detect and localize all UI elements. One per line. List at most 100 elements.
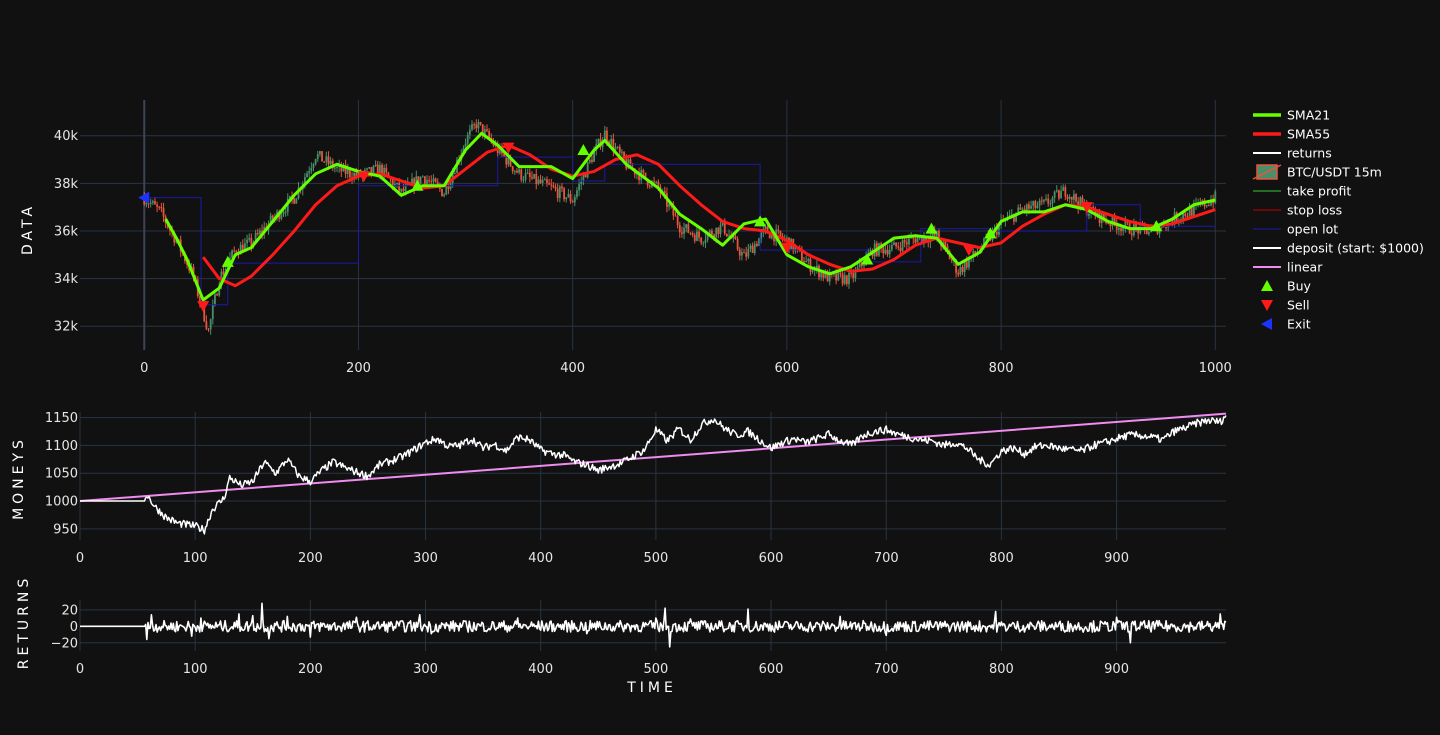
candle-body [749, 245, 752, 249]
candle-body [1053, 191, 1056, 198]
candle-body [537, 179, 540, 184]
sell-marker [502, 142, 515, 154]
candle-body [370, 167, 373, 174]
candle-body [854, 269, 857, 278]
returns-x-tick-label: 0 [76, 662, 84, 677]
candle-body [430, 181, 433, 183]
candle-body [888, 249, 891, 255]
candle-body [216, 294, 218, 296]
candle-body [1165, 227, 1167, 229]
candle-body [325, 156, 328, 162]
candle-body [567, 193, 570, 198]
x-axis-title: TIME [626, 680, 677, 696]
candle-body [676, 216, 679, 226]
candle-body [447, 185, 450, 189]
legend-label: stop loss [1287, 203, 1342, 218]
candle-body [531, 176, 533, 179]
returns-x-tick-label: 900 [1104, 662, 1129, 677]
candle-body [644, 172, 647, 180]
candle-body [511, 166, 514, 172]
candle-body [974, 251, 977, 255]
candle-body [483, 129, 486, 135]
candle-body [672, 205, 675, 216]
candle-body [963, 261, 966, 273]
candle-body [473, 124, 476, 126]
sell-marker [962, 245, 975, 256]
candle-body [269, 215, 272, 224]
candle-body [648, 185, 651, 187]
candle-body [923, 236, 925, 243]
candle-body [280, 214, 283, 219]
candle-body [1036, 205, 1039, 209]
candle-body [998, 224, 1000, 235]
candle-body [357, 171, 360, 177]
candle-body [329, 160, 332, 165]
candle-body [884, 249, 887, 254]
returns-y-tick-label: 0 [70, 620, 78, 635]
price-y-axis-title: DATA [20, 203, 36, 255]
candle-body [543, 179, 546, 181]
candle-body [931, 231, 934, 236]
candle-body [1043, 199, 1045, 202]
returns-x-tick-label: 100 [183, 662, 208, 677]
candle-body [903, 240, 906, 243]
buy-marker [754, 215, 767, 227]
candle-body [239, 244, 242, 255]
candle-body [925, 236, 928, 241]
candle-body [402, 188, 405, 192]
candle-body [261, 230, 263, 234]
candle-body [1184, 213, 1187, 216]
candle-body [1017, 207, 1020, 213]
candle-body [468, 129, 471, 135]
candle-body [588, 159, 591, 163]
candle-body [822, 272, 825, 278]
candle-body [983, 238, 985, 249]
legend-item: returns [1253, 146, 1332, 161]
candle-body [569, 193, 572, 202]
candle-body [563, 188, 566, 200]
candle-body [702, 242, 705, 244]
candle-body [413, 178, 416, 189]
candle-body [1145, 228, 1148, 235]
candle-body [1135, 224, 1137, 228]
legend-label: Exit [1287, 317, 1311, 332]
candle-body [957, 272, 960, 275]
candle-body [1034, 201, 1037, 209]
candle-body [1205, 205, 1208, 207]
legend-label: deposit (start: $1000) [1287, 241, 1424, 256]
candle-body [869, 249, 872, 254]
candle-body [1120, 227, 1122, 231]
candle-body [259, 230, 261, 235]
candle-body [1214, 191, 1217, 204]
candle-body [374, 164, 377, 166]
candle-body [603, 130, 606, 141]
candle-body [839, 272, 842, 274]
candle-body [700, 237, 703, 243]
candle-body [886, 249, 889, 255]
candle-body [944, 241, 947, 247]
candle-body [678, 225, 681, 233]
legend-item: BTC/USDT 15m [1252, 164, 1382, 180]
buy-marker [861, 253, 874, 265]
candle-body [284, 211, 287, 213]
candle-body [520, 169, 523, 180]
candle-body [899, 247, 902, 252]
candle-body [779, 230, 782, 237]
candle-body [1060, 190, 1062, 199]
candle-body [1103, 213, 1105, 220]
sell-marker [780, 242, 793, 254]
deposit-x-tick-label: 200 [298, 551, 323, 566]
deposit-x-tick-label: 400 [528, 551, 553, 566]
price-x-tick-label: 600 [774, 361, 799, 376]
candle-body [852, 273, 855, 278]
buy-marker [411, 179, 424, 191]
candle-body [856, 267, 859, 270]
returns-x-tick-label: 700 [874, 662, 899, 677]
candle-body [961, 266, 964, 273]
buy-marker [1150, 220, 1163, 232]
candle-body [800, 249, 803, 261]
candle-body [1147, 232, 1150, 235]
candle-body [233, 250, 236, 252]
linear-line [79, 412, 1227, 503]
